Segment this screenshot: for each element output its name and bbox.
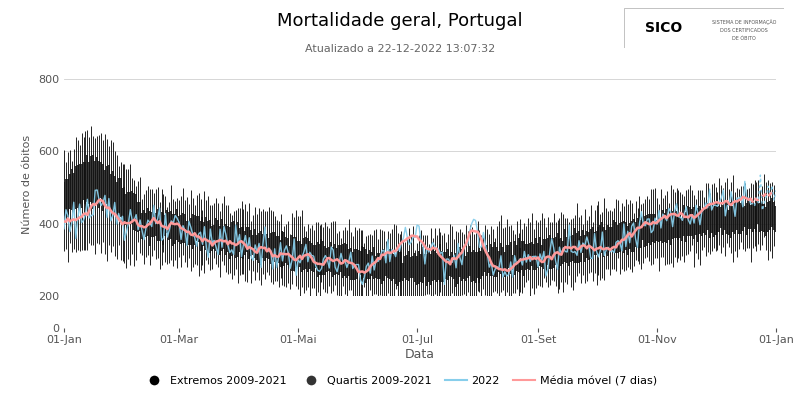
Y-axis label: Número de óbitos: Número de óbitos <box>22 134 33 234</box>
Legend: Extremos 2009-2021, Quartis 2009-2021, 2022, Média móvel (7 dias): Extremos 2009-2021, Quartis 2009-2021, 2… <box>139 372 661 390</box>
Text: Atualizado a 22-12-2022 13:07:32: Atualizado a 22-12-2022 13:07:32 <box>305 44 495 54</box>
Text: Mortalidade geral, Portugal: Mortalidade geral, Portugal <box>277 12 523 30</box>
Text: DOS CERTIFICADOS: DOS CERTIFICADOS <box>720 28 768 32</box>
Text: SICO: SICO <box>646 21 682 35</box>
X-axis label: Data: Data <box>405 348 435 361</box>
Text: DE ÓBITO: DE ÓBITO <box>732 36 756 40</box>
FancyBboxPatch shape <box>624 8 784 48</box>
Text: SISTEMA DE INFORMAÇÃO: SISTEMA DE INFORMAÇÃO <box>712 19 776 25</box>
